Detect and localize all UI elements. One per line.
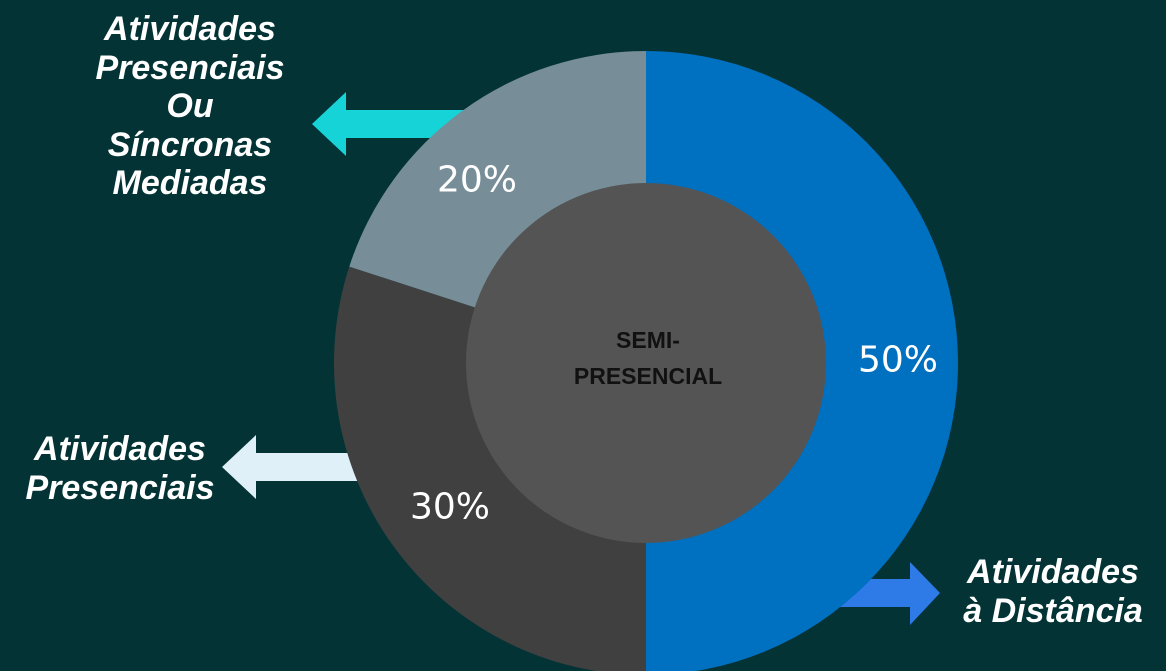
- label-presenciais-ou-sincronas: Atividades Presenciais Ou Síncronas Medi…: [95, 10, 285, 202]
- donut-center: [466, 183, 826, 543]
- center-label-line-2: PRESENCIAL: [574, 363, 722, 389]
- slice-value-label: 50%: [858, 340, 938, 381]
- label-a-distancia: Atividades à Distância: [963, 553, 1143, 630]
- arrow-top-icon: [312, 92, 490, 156]
- center-label-line-1: SEMI-: [616, 327, 680, 353]
- arrow-right-icon: [820, 562, 940, 625]
- slice-value-label: 30%: [410, 487, 490, 528]
- arrow-left-icon: [222, 435, 370, 499]
- label-presenciais: Atividades Presenciais: [25, 430, 215, 507]
- slice-value-label: 20%: [437, 160, 517, 201]
